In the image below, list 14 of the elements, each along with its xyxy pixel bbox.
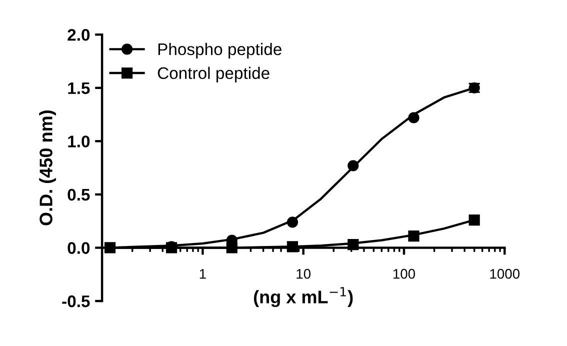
y-tick-label: -0.5: [62, 295, 90, 308]
y-tick-label: 1.0: [68, 136, 90, 148]
x-tick-label: 1: [200, 269, 206, 279]
x-axis-title: (ng x mL$^{−1}$): [254, 287, 353, 308]
x-tick-label: 1000: [490, 268, 520, 279]
legend-label: Phospho peptide: [158, 42, 282, 58]
y-tick-label: 1.5: [68, 82, 90, 94]
y-tick-label: 2.0: [68, 29, 90, 41]
y-tick-label: 0.5: [68, 188, 90, 201]
y-tick-label: 0.0: [68, 242, 90, 254]
legend-label: Control peptide: [158, 66, 270, 82]
x-tick-label: 100: [393, 268, 416, 279]
x-tick-label: 10: [296, 268, 311, 279]
y-axis-title: O.D. (450 nm): [39, 110, 56, 226]
